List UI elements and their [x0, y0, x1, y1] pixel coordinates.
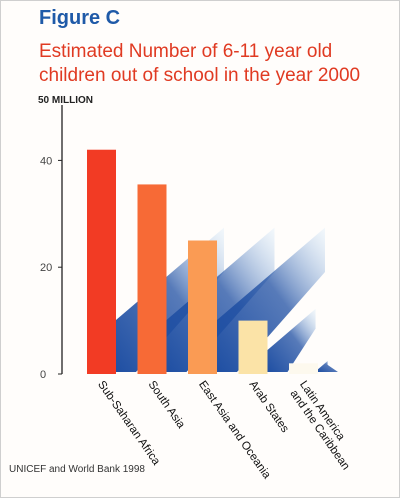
bar: [238, 320, 268, 374]
category-label: South Asia: [146, 379, 188, 431]
figure-label: Figure C: [39, 7, 121, 29]
y-tick-label: 0: [40, 369, 46, 381]
category-label: Arab States: [247, 379, 291, 435]
chart-title-line-1: Estimated Number of 6-11 year old: [39, 41, 333, 62]
bar: [137, 184, 167, 374]
bar: [188, 240, 217, 374]
bar-shadow: [267, 308, 316, 372]
y-tick-label: 20: [40, 262, 52, 274]
bar: [87, 149, 116, 374]
chart-title-line-2: children out of school in the year 2000: [39, 65, 361, 86]
bar: [289, 363, 318, 374]
bar-shadow: [318, 360, 338, 372]
y-tick-label: 40: [40, 155, 52, 167]
y-axis-max-label: 50 MILLION: [38, 95, 93, 106]
source-note: UNICEF and World Bank 1998: [9, 464, 145, 475]
